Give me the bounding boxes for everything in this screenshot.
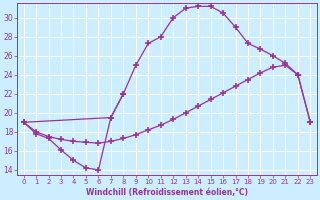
X-axis label: Windchill (Refroidissement éolien,°C): Windchill (Refroidissement éolien,°C) — [86, 188, 248, 197]
